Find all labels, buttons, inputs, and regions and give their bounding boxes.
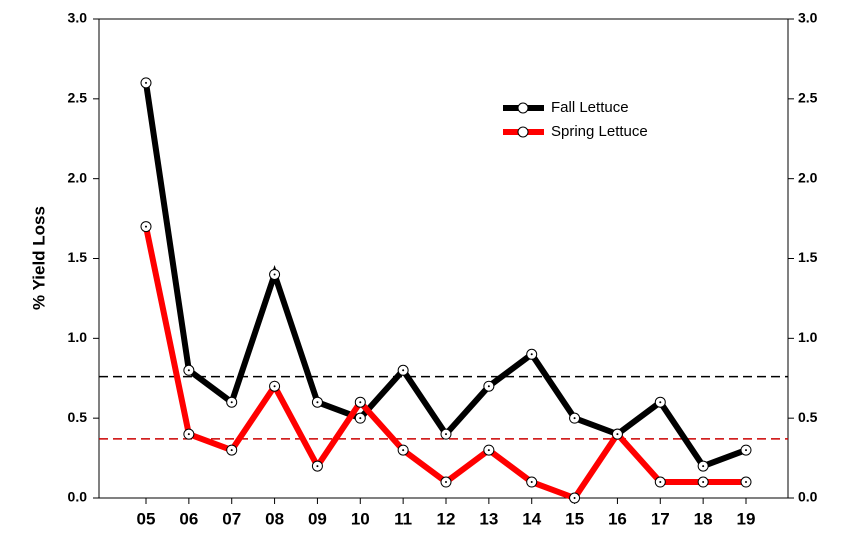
series-line [143, 225, 746, 502]
y2-tick-label: 0.0 [798, 489, 818, 505]
data-point-dot [573, 497, 576, 499]
data-point-dot [145, 225, 147, 228]
data-point-dot [659, 481, 662, 484]
data-point-dot [487, 449, 490, 452]
data-point-dot [187, 433, 190, 436]
data-point-dot [230, 449, 233, 452]
x-tick-label: 15 [565, 509, 584, 528]
data-point-dot [230, 401, 233, 404]
data-point-dot [359, 401, 362, 404]
data-point-dot [530, 353, 533, 356]
data-point-dot [359, 417, 362, 420]
x-tick-label: 06 [179, 509, 198, 528]
y2-tick-label: 3.0 [798, 10, 818, 26]
series-line [143, 82, 748, 470]
data-point-dot [273, 273, 276, 276]
data-point-dot [487, 385, 490, 388]
data-point-dot [316, 465, 319, 468]
y-tick-label: 1.0 [68, 329, 88, 345]
data-point-dot [402, 369, 405, 372]
data-point-dot [445, 433, 447, 436]
y-tick-label: 3.0 [68, 10, 88, 26]
data-point-dot [530, 481, 533, 484]
data-point-dot [145, 81, 147, 84]
x-tick-label: 05 [137, 509, 156, 528]
legend-label: Spring Lettuce [551, 123, 648, 140]
y-tick-label: 0.5 [68, 409, 88, 425]
data-point-dot [659, 401, 662, 404]
data-point-dot [702, 481, 705, 484]
x-tick-label: 17 [651, 509, 670, 528]
data-point-dot [402, 449, 405, 452]
data-point-dot [273, 385, 276, 388]
x-tick-label: 11 [394, 509, 412, 528]
data-point-dot [445, 481, 447, 484]
x-tick-label: 08 [265, 509, 284, 528]
x-tick-label: 07 [222, 509, 241, 528]
data-point-dot [702, 465, 705, 468]
data-point-dot [573, 417, 576, 420]
data-point-dot [187, 369, 190, 372]
y2-tick-label: 0.5 [798, 409, 818, 425]
x-tick-label: 10 [351, 509, 370, 528]
y-tick-label: 2.5 [68, 90, 88, 106]
data-point-dot [745, 481, 747, 484]
legend-label: Fall Lettuce [551, 99, 629, 116]
y2-tick-label: 1.5 [798, 249, 818, 265]
x-tick-label: 16 [608, 509, 627, 528]
legend-marker [517, 102, 529, 114]
data-point-dot [316, 401, 319, 404]
y-tick-label: 0.0 [68, 489, 88, 505]
y2-tick-label: 2.5 [798, 90, 818, 106]
data-point-dot [745, 449, 747, 452]
y-axis-label: % Yield Loss [29, 206, 48, 310]
y-tick-label: 1.5 [68, 249, 88, 265]
x-tick-label: 12 [437, 509, 456, 528]
x-tick-label: 14 [522, 509, 541, 528]
x-tick-label: 18 [694, 509, 713, 528]
x-tick-label: 13 [479, 509, 498, 528]
y2-tick-label: 2.0 [798, 169, 818, 185]
y-tick-label: 2.0 [68, 169, 88, 185]
y2-tick-label: 1.0 [798, 329, 818, 345]
data-point-dot [616, 433, 619, 436]
x-tick-label: 09 [308, 509, 327, 528]
x-tick-label: 19 [737, 509, 756, 528]
legend-marker [517, 126, 529, 138]
